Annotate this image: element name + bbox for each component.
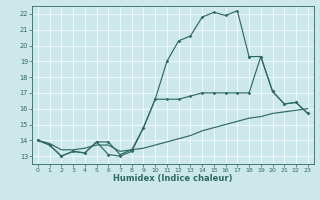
X-axis label: Humidex (Indice chaleur): Humidex (Indice chaleur) — [113, 174, 233, 183]
